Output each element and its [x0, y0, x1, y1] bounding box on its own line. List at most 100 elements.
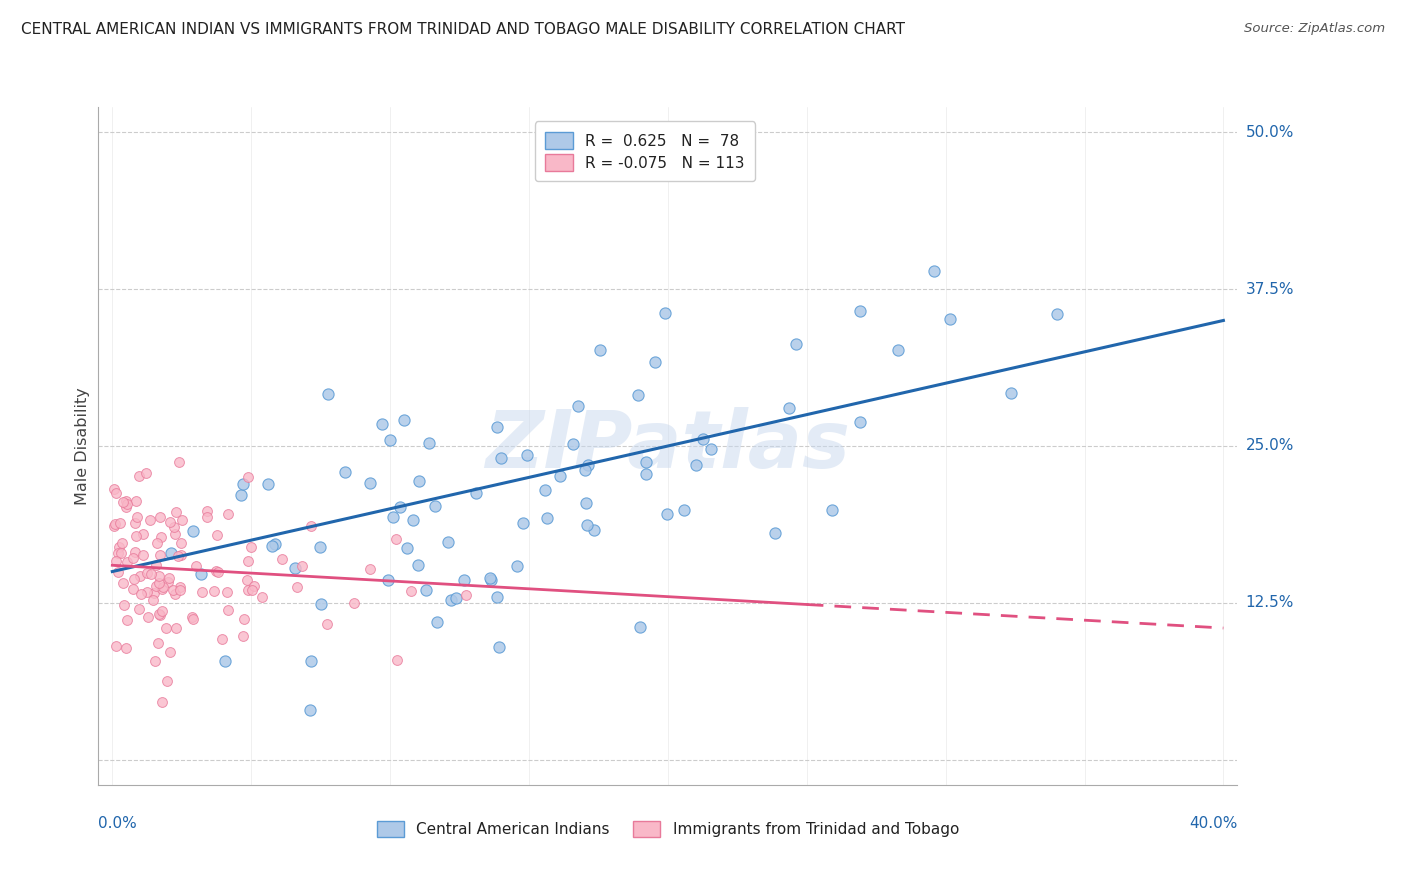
Point — [111, 536, 134, 550]
Point — [217, 603, 239, 617]
Point — [207, 565, 229, 579]
Point — [132, 549, 155, 563]
Point — [112, 576, 135, 591]
Text: 50.0%: 50.0% — [1246, 125, 1294, 140]
Point — [548, 469, 571, 483]
Point — [215, 584, 238, 599]
Point — [506, 559, 529, 574]
Point — [399, 584, 422, 599]
Text: 40.0%: 40.0% — [1189, 815, 1237, 830]
Point — [139, 566, 162, 581]
Point — [418, 436, 440, 450]
Point — [181, 611, 204, 625]
Point — [103, 519, 125, 533]
Point — [232, 476, 254, 491]
Point — [157, 574, 180, 589]
Point — [142, 593, 165, 607]
Point — [284, 560, 307, 574]
Point — [124, 493, 146, 508]
Point — [107, 565, 129, 579]
Point — [402, 513, 425, 527]
Point — [583, 523, 606, 537]
Point — [149, 510, 172, 524]
Point — [169, 582, 191, 597]
Point — [1000, 385, 1022, 400]
Point — [264, 537, 287, 551]
Point — [489, 450, 512, 465]
Point — [129, 586, 152, 600]
Point — [389, 500, 412, 515]
Point — [887, 343, 910, 357]
Point — [103, 482, 125, 496]
Text: CENTRAL AMERICAN INDIAN VS IMMIGRANTS FROM TRINIDAD AND TOBAGO MALE DISABILITY C: CENTRAL AMERICAN INDIAN VS IMMIGRANTS FR… — [21, 22, 905, 37]
Point — [446, 591, 468, 605]
Point — [205, 528, 228, 542]
Point — [104, 486, 127, 500]
Point — [108, 516, 131, 531]
Point — [575, 517, 598, 532]
Point — [488, 640, 510, 655]
Point — [415, 583, 437, 598]
Point — [108, 540, 131, 554]
Point — [122, 582, 145, 597]
Point — [155, 622, 177, 636]
Y-axis label: Male Disability: Male Disability — [75, 387, 90, 505]
Point — [214, 654, 236, 668]
Point — [149, 607, 172, 622]
Point — [270, 551, 292, 566]
Point — [692, 433, 714, 447]
Point — [252, 591, 274, 605]
Point — [211, 632, 233, 646]
Point — [163, 587, 186, 601]
Point — [136, 610, 159, 624]
Point — [423, 500, 446, 514]
Point — [150, 604, 173, 618]
Point — [229, 488, 252, 502]
Point — [849, 303, 872, 318]
Point — [165, 505, 187, 519]
Point — [481, 574, 503, 588]
Point — [562, 437, 585, 451]
Point — [627, 387, 650, 401]
Point — [406, 558, 429, 572]
Text: ZIPatlas: ZIPatlas — [485, 407, 851, 485]
Point — [148, 636, 170, 650]
Point — [195, 504, 218, 518]
Point — [299, 703, 322, 717]
Text: 37.5%: 37.5% — [1246, 282, 1294, 296]
Point — [240, 540, 263, 554]
Point — [536, 511, 558, 525]
Point — [184, 559, 207, 574]
Point — [243, 579, 266, 593]
Point — [1046, 307, 1069, 321]
Point — [145, 558, 167, 573]
Legend: Central American Indians, Immigrants from Trinidad and Tobago: Central American Indians, Immigrants fro… — [370, 814, 966, 845]
Point — [115, 613, 138, 627]
Point — [232, 628, 254, 642]
Point — [359, 561, 381, 575]
Point — [655, 507, 678, 521]
Point — [122, 551, 145, 566]
Point — [849, 415, 872, 429]
Point — [516, 448, 538, 462]
Point — [377, 573, 399, 587]
Point — [238, 583, 260, 598]
Point — [512, 516, 534, 531]
Point — [574, 462, 596, 476]
Point — [426, 615, 449, 630]
Point — [262, 539, 284, 553]
Point — [156, 673, 179, 688]
Point — [395, 541, 418, 555]
Point — [124, 516, 146, 530]
Point — [135, 585, 157, 599]
Point — [139, 513, 162, 527]
Point — [636, 455, 658, 469]
Point — [453, 573, 475, 587]
Point — [124, 529, 146, 543]
Point — [128, 569, 150, 583]
Point — [309, 540, 332, 554]
Point — [628, 620, 651, 634]
Point — [359, 475, 381, 490]
Point — [236, 470, 259, 484]
Point — [394, 412, 416, 426]
